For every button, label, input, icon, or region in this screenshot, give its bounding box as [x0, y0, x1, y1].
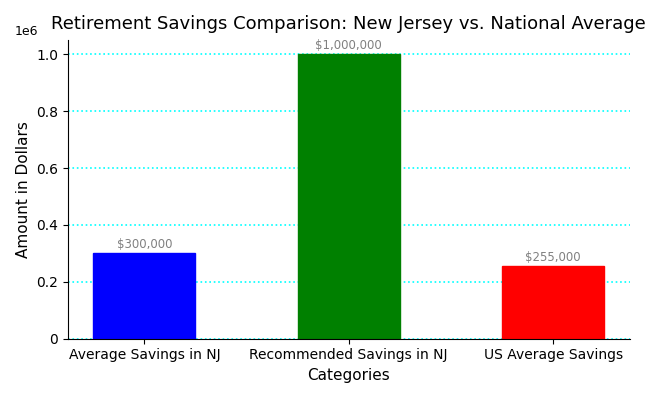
- Bar: [298, 55, 400, 339]
- Bar: [93, 254, 196, 339]
- Bar: [502, 266, 604, 339]
- Text: $255,000: $255,000: [525, 251, 581, 264]
- Y-axis label: Amount in Dollars: Amount in Dollars: [16, 121, 30, 258]
- Title: Retirement Savings Comparison: New Jersey vs. National Average: Retirement Savings Comparison: New Jerse…: [52, 15, 646, 33]
- Text: $300,000: $300,000: [117, 238, 172, 251]
- Text: $1,000,000: $1,000,000: [315, 39, 382, 52]
- X-axis label: Categories: Categories: [307, 368, 390, 383]
- Text: 1e6: 1e6: [15, 25, 39, 37]
